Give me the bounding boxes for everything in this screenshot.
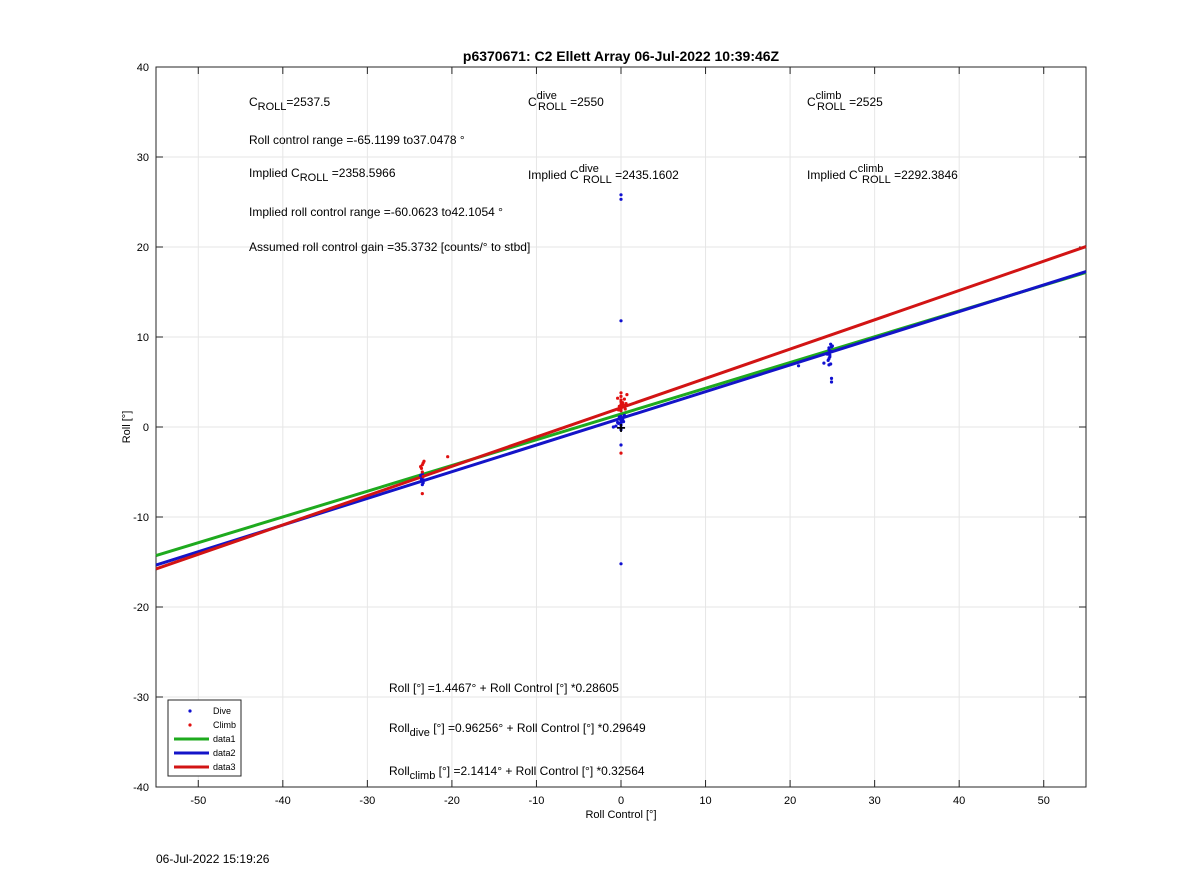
chart-title: p6370671: C2 Ellett Array 06-Jul-2022 10… [463, 48, 780, 64]
climb-point [619, 391, 623, 395]
climb-point [420, 492, 424, 496]
climb-point [619, 394, 623, 398]
dive-point [619, 428, 623, 432]
dive-point [619, 562, 623, 566]
dive-point [829, 380, 834, 384]
climb-point [625, 393, 629, 397]
climb-point [616, 396, 620, 400]
y-tick-label: 20 [137, 242, 149, 254]
legend-marker-climb [188, 723, 192, 727]
dive-point [829, 376, 834, 380]
annotations: CROLL=2537.5 Cdive ROLL =2550 Cclimb ROLL … [249, 90, 958, 782]
implied-c-roll-dive-annotation: Implied Cdive ROLL =2435.1602 [528, 163, 679, 186]
c-roll-annotation: CROLL=2537.5 [249, 95, 330, 113]
legend: Dive Climb data1 data2 data3 [167, 699, 242, 777]
y-tick-label: 40 [137, 62, 149, 74]
y-tick-label: 30 [137, 152, 149, 164]
legend-label: data3 [213, 762, 236, 772]
climb-point [446, 455, 450, 459]
roll-control-range-annotation: Roll control range =-65.1199 to37.0478 ° [249, 133, 465, 147]
climb-point [624, 402, 628, 406]
climb-point [619, 451, 623, 455]
dive-point [827, 346, 831, 350]
equation-all: Roll [°] =1.4467° + Roll Control [°] *0.… [389, 681, 619, 695]
climb-point [623, 407, 627, 411]
dive-point [827, 357, 831, 361]
x-tick-label: 20 [784, 795, 796, 807]
scatter-points [419, 193, 834, 566]
x-tick-label: -20 [444, 795, 460, 807]
implied-roll-range-annotation: Implied roll control range =-60.0623 to4… [249, 205, 503, 219]
x-tick-label: 0 [618, 795, 624, 807]
x-tick-label: -40 [275, 795, 291, 807]
dive-point [419, 477, 424, 481]
plot-area-border [155, 66, 1087, 788]
y-tick-label: -30 [133, 692, 149, 704]
dive-point [829, 362, 833, 366]
legend-marker-dive [188, 709, 192, 713]
x-tick-label: 50 [1038, 795, 1050, 807]
dive-point [420, 483, 424, 487]
climb-point [622, 397, 626, 401]
c-roll-dive-annotation: Cdive ROLL =2550 [528, 90, 604, 113]
origin-marker: + [616, 420, 625, 437]
legend-label: data2 [213, 748, 236, 758]
dive-point [419, 474, 423, 478]
climb-point [419, 465, 423, 469]
implied-c-roll-climb-annotation: Implied Cclimb ROLL =2292.3846 [807, 163, 958, 186]
y-tick-labels: -40 -30 -20 -10 0 10 20 30 40 [133, 62, 149, 794]
x-tick-label: 40 [953, 795, 965, 807]
climb-point [616, 408, 621, 412]
legend-label: Climb [213, 720, 236, 730]
dive-point [621, 418, 625, 422]
x-tick-label: 30 [869, 795, 881, 807]
dive-point [828, 353, 832, 357]
y-tick-label: -20 [133, 602, 149, 614]
equation-dive: Rolldive [°] =0.96256° + Roll Control [°… [389, 721, 646, 739]
dive-point [611, 425, 615, 429]
dive-point [822, 361, 826, 365]
legend-label: data1 [213, 734, 236, 744]
x-tick-label: -50 [190, 795, 206, 807]
dive-point [619, 443, 623, 447]
climb-point [617, 404, 621, 408]
climb-point [421, 474, 425, 479]
climb-point [621, 401, 625, 405]
footer-timestamp: 06-Jul-2022 15:19:26 [156, 852, 270, 866]
dive-point [796, 364, 801, 368]
x-tick-labels: -50 -40 -30 -20 -10 0 10 20 30 40 50 [190, 795, 1050, 807]
dive-point [422, 478, 426, 482]
dive-point [619, 422, 623, 426]
equation-climb: Rollclimb [°] =2.1414° + Roll Control [°… [389, 764, 645, 782]
y-tick-label: -10 [133, 512, 149, 524]
climb-point [421, 461, 425, 465]
y-tick-label: -40 [133, 782, 149, 794]
dive-point [622, 413, 626, 417]
dive-point [830, 344, 834, 348]
climb-point [420, 470, 424, 474]
x-tick-label: -30 [359, 795, 375, 807]
legend-label: Dive [213, 706, 231, 716]
implied-c-roll-annotation: Implied CROLL =2358.5966 [249, 166, 396, 184]
dive-point [619, 319, 623, 323]
y-tick-label: 10 [137, 332, 149, 344]
y-tick-label: 0 [143, 422, 149, 434]
y-axis-label: Roll [°] [121, 411, 133, 444]
x-tick-label: 10 [699, 795, 711, 807]
dive-point [825, 352, 829, 356]
dive-point [616, 420, 620, 425]
climb-point [621, 403, 626, 407]
dive-point [614, 424, 618, 428]
roll-gain-annotation: Assumed roll control gain =35.3732 [coun… [249, 240, 530, 254]
x-axis-label: Roll Control [°] [585, 809, 656, 821]
dive-point [829, 349, 833, 353]
c-roll-climb-annotation: Cclimb ROLL =2525 [807, 90, 883, 113]
climb-point [619, 409, 623, 413]
dive-point [619, 193, 623, 197]
dive-point [619, 197, 623, 201]
x-tick-label: -10 [529, 795, 545, 807]
dive-point [617, 415, 621, 419]
